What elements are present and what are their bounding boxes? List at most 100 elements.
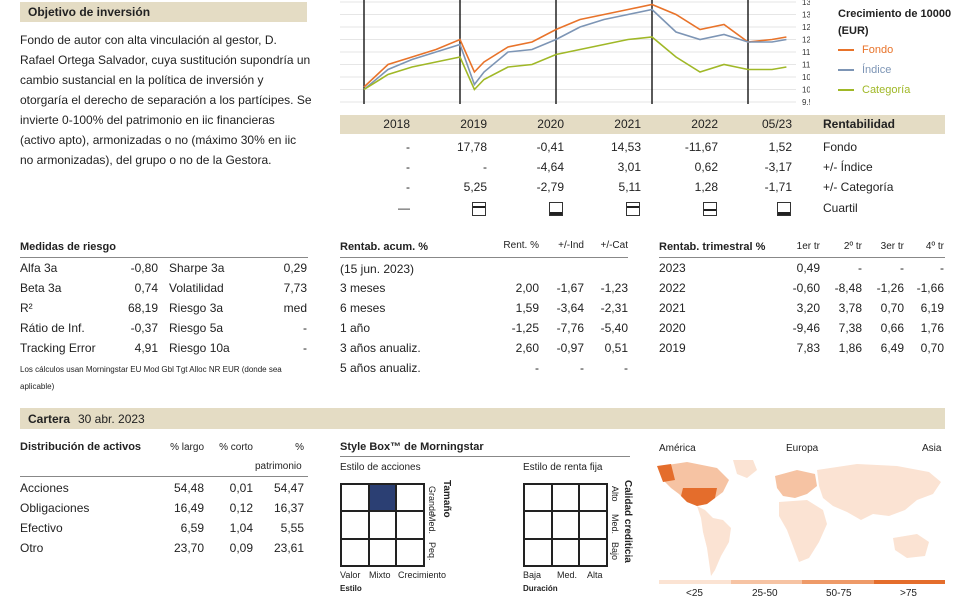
equity-axis: Estilo: [340, 584, 362, 593]
quarterly-value: 1,76: [920, 321, 944, 335]
series-line-categoría: [363, 36, 787, 91]
map-usa: [681, 488, 717, 506]
risk-value: -: [303, 321, 307, 335]
quarterly-value: 3,20: [796, 301, 820, 315]
y-tick-label: 10.5: [802, 73, 810, 82]
y-tick-label: 13.0: [802, 11, 810, 20]
fixed-side-label: Alto: [610, 486, 620, 502]
quarterly-value: 0,49: [796, 261, 820, 275]
risk-value: -: [303, 341, 307, 355]
fixed-axis: Duración: [523, 584, 558, 593]
legend-item-0: Fondo: [838, 44, 893, 56]
quarterly-value: 7,83: [796, 341, 820, 355]
equity-side-title: Tamaño: [441, 480, 452, 518]
fixed-cell: [524, 538, 552, 566]
quarterly-title: Rentab. trimestral %: [659, 241, 766, 253]
map-region-asia: Asia: [922, 443, 942, 454]
risk-label: Tracking Error: [20, 341, 96, 355]
returns-value: -1,71: [764, 180, 792, 194]
cumulative-value: -: [624, 361, 628, 375]
returns-year-2021: 2021: [614, 117, 641, 131]
quarterly-year: 2019: [659, 341, 686, 355]
returns-value: 5,11: [618, 180, 641, 194]
returns-value: 14,53: [610, 140, 641, 154]
returns-year-2019: 2019: [460, 117, 487, 131]
risk-label: Sharpe 3a: [169, 261, 225, 275]
returns-header-label: Rentabilidad: [823, 117, 896, 131]
quartile-segment: [627, 203, 639, 206]
returns-row-label: +/- Categoría: [823, 180, 894, 194]
quarterly-year: 2022: [659, 281, 686, 295]
returns-value: -: [483, 160, 487, 174]
quarterly-value: 3,78: [838, 301, 862, 315]
assets-title: Distribución de activos: [20, 441, 142, 453]
returns-year-2022: 2022: [691, 117, 718, 131]
quarterly-value: -9,46: [792, 321, 820, 335]
returns-value: -11,67: [684, 140, 718, 154]
asset-value: 0,12: [229, 501, 253, 515]
assets-col-header: % largo: [170, 442, 204, 453]
assets-col-header: %: [295, 442, 304, 453]
quarterly-value: 0,66: [880, 321, 904, 335]
quartile-none: —: [398, 201, 410, 215]
equity-style-box: [340, 483, 425, 567]
quarterly-col-header: 3er tr: [880, 241, 904, 252]
returns-row-label: +/- Índice: [823, 160, 873, 174]
legend-label: Categoría: [862, 84, 911, 96]
cumulative-date: (15 jun. 2023): [340, 262, 415, 276]
legend-label: Fondo: [862, 44, 894, 56]
legend-swatch: [838, 89, 854, 92]
map-scale-swatch: [802, 580, 874, 584]
returns-value: -: [406, 180, 410, 194]
quartile-segment: [550, 209, 562, 212]
cumulative-col-header: +/-Cat: [600, 240, 628, 251]
map-south-america: [697, 506, 731, 576]
quarterly-value: 6,49: [880, 341, 904, 355]
returns-year-05/23: 05/23: [761, 117, 792, 131]
risk-label: Riesgo 5a: [169, 321, 224, 335]
cumulative-value: 1,59: [515, 301, 539, 315]
quarterly-value: -1,26: [876, 281, 904, 295]
cumulative-label: 3 meses: [340, 281, 386, 295]
returns-header-band: [340, 115, 945, 134]
cumulative-value: -3,64: [556, 301, 584, 315]
quarterly-value: -8,48: [834, 281, 862, 295]
fixed-cell: [524, 484, 552, 512]
equity-style-label: Estilo de acciones: [340, 462, 421, 473]
risk-value: 7,73: [283, 281, 307, 295]
quartile-segment: [627, 206, 639, 209]
returns-value: 17,78: [456, 140, 487, 154]
quartile-segment: [550, 212, 562, 215]
quartile-segment: [704, 212, 716, 215]
cumulative-value: -: [535, 361, 539, 375]
equity-cell: [341, 484, 369, 512]
asset-label: Acciones: [20, 481, 69, 495]
equity-bottom-label: Mixto: [369, 570, 391, 580]
legend-swatch: [838, 49, 854, 52]
map-europe: [775, 470, 817, 498]
returns-value: -0,41: [536, 140, 564, 154]
quarterly-year: 2023: [659, 261, 686, 275]
quarterly-col-header: 4º tr: [925, 241, 944, 252]
series-line-índice: [363, 8, 787, 91]
assets-col-header: % corto: [219, 442, 253, 453]
map-scale-label: 25-50: [752, 588, 778, 599]
assets-col3-sub: patrimonio: [255, 461, 302, 472]
fixed-cell: [551, 511, 580, 539]
fixed-cell: [524, 511, 552, 539]
equity-cell: [368, 511, 397, 539]
fixed-cell: [551, 484, 580, 512]
risk-value: 4,91: [134, 341, 158, 355]
cumulative-title: Rentab. acum. %: [340, 241, 429, 253]
fixed-bottom-label: Med.: [557, 570, 578, 580]
risk-label: Volatilidad: [169, 281, 224, 295]
asset-value: 5,55: [280, 521, 304, 535]
fixed-bottom-label: Baja: [523, 570, 542, 580]
risk-value: med: [283, 301, 307, 315]
cumulative-value: -0,97: [556, 341, 584, 355]
asset-value: 16,49: [173, 501, 204, 515]
asset-label: Obligaciones: [20, 501, 90, 515]
quarterly-divider: [659, 257, 945, 258]
quarterly-value: 7,38: [838, 321, 862, 335]
y-tick-label: 12.5: [802, 23, 810, 32]
